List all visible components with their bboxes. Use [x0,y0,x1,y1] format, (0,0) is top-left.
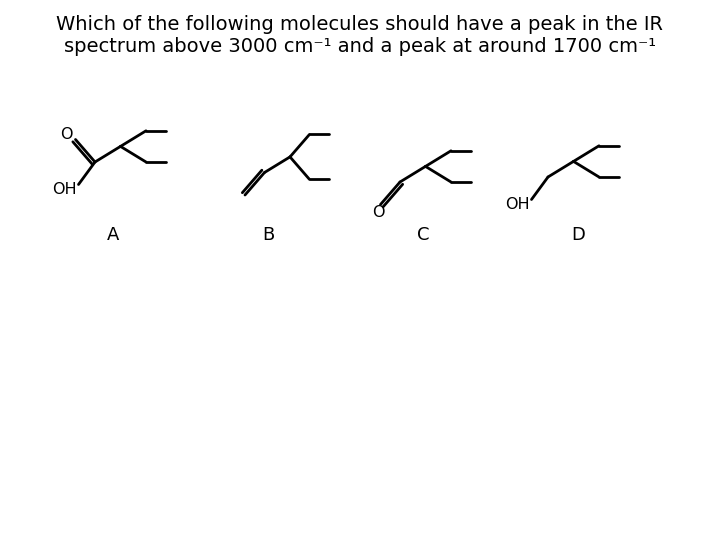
Text: A: A [107,226,120,244]
Text: C: C [417,226,429,244]
Text: spectrum above 3000 cm⁻¹ and a peak at around 1700 cm⁻¹: spectrum above 3000 cm⁻¹ and a peak at a… [64,37,656,56]
Text: D: D [571,226,585,244]
Text: B: B [262,226,274,244]
Text: O: O [60,127,73,142]
Text: OH: OH [52,182,77,197]
Text: OH: OH [505,197,530,212]
Text: Which of the following molecules should have a peak in the IR: Which of the following molecules should … [56,15,664,33]
Text: O: O [372,205,384,220]
